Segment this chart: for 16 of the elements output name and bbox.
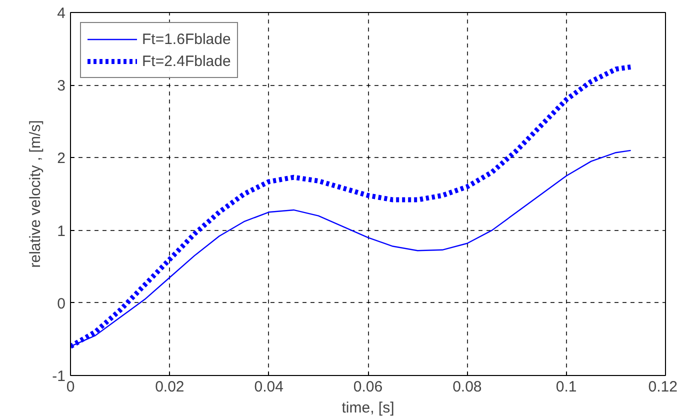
y-tick-label: -1 [52,368,66,385]
y-tick-label: 2 [57,150,66,168]
x-tick-label: 0.12 [648,378,677,396]
y-tick-label: 4 [57,5,66,22]
legend-label: Ft=1.6Fblade [142,30,231,48]
x-tick-label: 0.06 [353,378,383,396]
x-tick-label: 0.1 [556,378,577,396]
x-axis-title: time, [s] [342,400,394,416]
x-tick-label: 0.02 [155,378,184,396]
y-tick-label: 1 [57,222,66,240]
x-tick-label: 0.08 [452,378,482,396]
y-tick-label: 0 [57,295,66,312]
x-tick-label: 0.04 [254,378,284,396]
y-axis-title: relative velocity , [m/s] [27,120,44,268]
y-tick-label: 3 [57,78,66,95]
legend-label: Ft=2.4Fblade [142,52,231,70]
